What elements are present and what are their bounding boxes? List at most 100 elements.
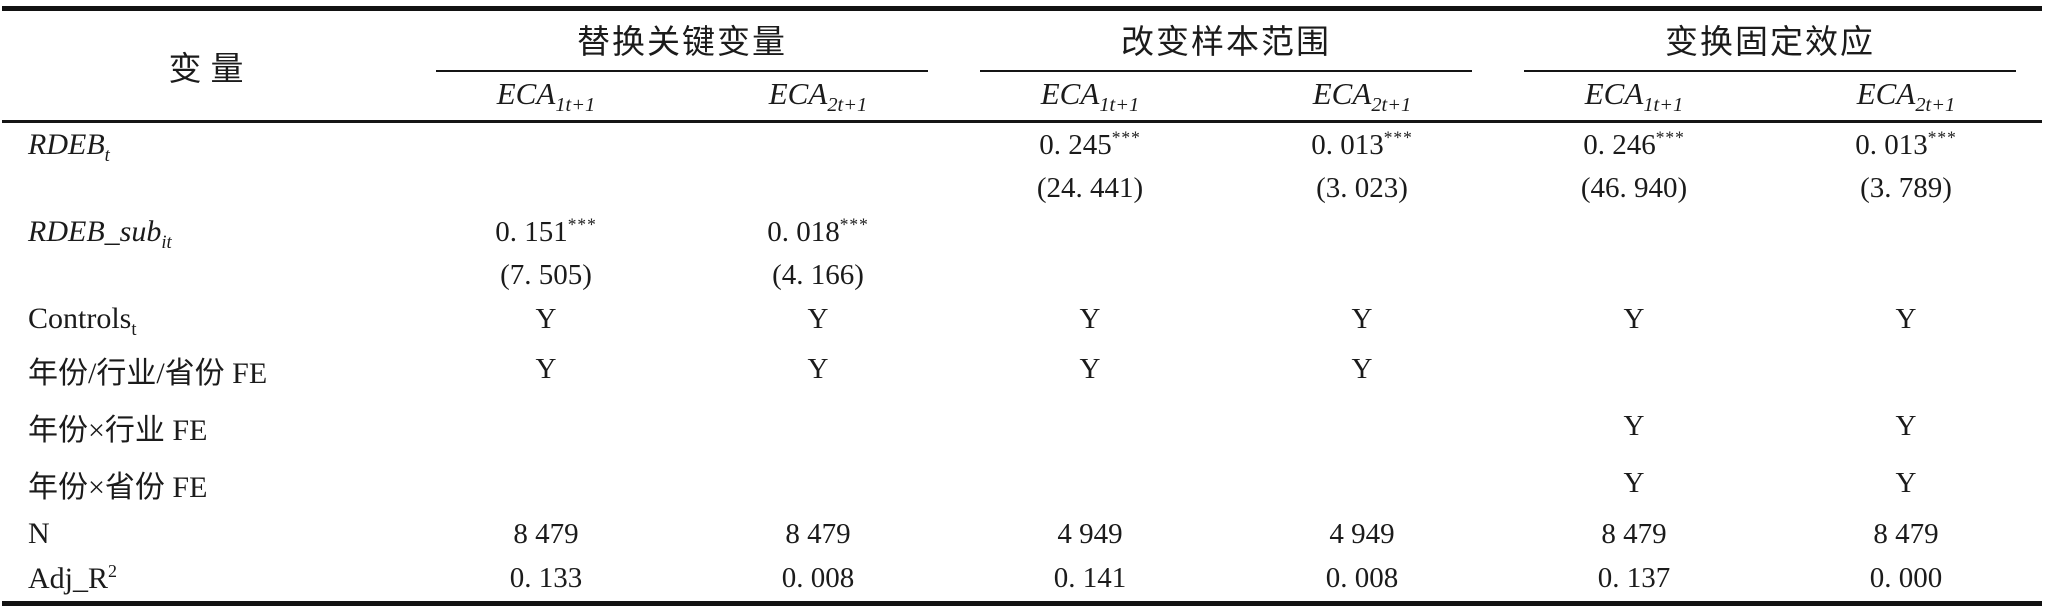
cell-value: Y bbox=[1623, 302, 1645, 335]
cell-value: Y bbox=[1623, 410, 1645, 443]
cell-r3-c1: 0. 151*** bbox=[410, 210, 682, 254]
cell-r3-c2: 0. 018*** bbox=[682, 210, 954, 254]
table-row-8: 年份×省份 FE Y Y bbox=[2, 455, 2042, 512]
cell-r6-c5 bbox=[1498, 341, 1770, 398]
cell-r8-c3 bbox=[954, 455, 1226, 512]
cell-value: 8 479 bbox=[1601, 517, 1667, 550]
cell-r3-c5 bbox=[1498, 210, 1770, 254]
model-column-header-g2-c1: ECA1t+1 bbox=[954, 72, 1226, 123]
cell-value: 8 479 bbox=[513, 517, 579, 550]
cell-value: Y bbox=[807, 353, 829, 386]
cell-r5-c5: Y bbox=[1498, 297, 1770, 341]
cell-r7-c1 bbox=[410, 398, 682, 455]
cell-value: Y bbox=[1351, 353, 1373, 386]
row-label: 年份×行业 FE bbox=[28, 413, 208, 447]
cell-r1-c5: 0. 246*** bbox=[1498, 122, 1770, 168]
row-label: 年份/行业/省份 FE bbox=[28, 356, 268, 390]
cell-r7-c6: Y bbox=[1770, 398, 2042, 455]
row-label: RDEBt bbox=[28, 128, 110, 167]
cell-value: 0. 133 bbox=[509, 562, 583, 595]
model-column-header-g1-c1: ECA1t+1 bbox=[410, 72, 682, 123]
variable-column-header: 变量 bbox=[2, 8, 410, 123]
cell-value: 0. 013*** bbox=[1311, 127, 1413, 161]
cell-r9-c1: 8 479 bbox=[410, 512, 682, 556]
cell-r8-c4 bbox=[1226, 455, 1498, 512]
cell-r2-c5: (46. 940) bbox=[1498, 167, 1770, 210]
table-row-1: RDEBt 0. 245*** 0. 013*** 0. 246*** 0. 013**… bbox=[2, 122, 2042, 168]
cell-r2-c4: (3. 023) bbox=[1226, 167, 1498, 210]
row-label: N bbox=[28, 517, 50, 551]
group-header-1: 替换关键变量 bbox=[410, 9, 954, 72]
table-row-7: 年份×行业 FE Y Y bbox=[2, 398, 2042, 455]
table-row-10: Adj_R2 0. 133 0. 008 0. 141 0. 008 0. 137 0. 0… bbox=[2, 556, 2042, 603]
cell-r5-c1: Y bbox=[410, 297, 682, 341]
cell-r10-c5: 0. 137 bbox=[1498, 556, 1770, 603]
cell-r10-c4: 0. 008 bbox=[1226, 556, 1498, 603]
cell-value: 8 479 bbox=[785, 517, 851, 550]
table-row-9: N 8 479 8 479 4 949 4 949 8 479 8 479 bbox=[2, 512, 2042, 556]
cell-value: 0. 246*** bbox=[1583, 127, 1685, 161]
cell-r6-c6 bbox=[1770, 341, 2042, 398]
cell-r8-c6: Y bbox=[1770, 455, 2042, 512]
row-label: 年份×省份 FE bbox=[28, 470, 208, 504]
model-column-header-g1-c2: ECA2t+1 bbox=[682, 72, 954, 123]
cell-r1-c3: 0. 245*** bbox=[954, 122, 1226, 168]
model-column-header-g3-c1: ECA1t+1 bbox=[1498, 72, 1770, 123]
table-row-3: RDEB_subit 0. 151*** 0. 018*** bbox=[2, 210, 2042, 254]
cell-value: (46. 940) bbox=[1580, 172, 1688, 205]
cell-value: Y bbox=[535, 353, 557, 386]
cell-r6-c2: Y bbox=[682, 341, 954, 398]
group-title: 改变样本范围 bbox=[980, 11, 1472, 72]
cell-r4-c2: (4. 166) bbox=[682, 254, 954, 297]
table-row-4: (7. 505) (4. 166) bbox=[2, 254, 2042, 297]
cell-r6-c3: Y bbox=[954, 341, 1226, 398]
cell-r4-c5 bbox=[1498, 254, 1770, 297]
row-label: Adj_R2 bbox=[28, 560, 119, 595]
header-row-groups: 变量 替换关键变量 改变样本范围 变换固定效应 bbox=[2, 8, 2042, 123]
group-header-2: 改变样本范围 bbox=[954, 9, 1498, 72]
row-label: Controlst bbox=[28, 302, 137, 341]
cell-r10-c2: 0. 008 bbox=[682, 556, 954, 603]
row-label bbox=[2, 167, 410, 210]
cell-value: 0. 008 bbox=[781, 562, 855, 595]
cell-value: Y bbox=[535, 302, 557, 335]
cell-r10-c6: 0. 000 bbox=[1770, 556, 2042, 603]
cell-value: (4. 166) bbox=[772, 259, 864, 292]
cell-value: Y bbox=[1895, 302, 1917, 335]
cell-r9-c2: 8 479 bbox=[682, 512, 954, 556]
cell-r6-c4: Y bbox=[1226, 341, 1498, 398]
cell-value: (3. 023) bbox=[1316, 172, 1408, 205]
cell-r7-c3 bbox=[954, 398, 1226, 455]
cell-value: 8 479 bbox=[1873, 517, 1939, 550]
cell-value: 0. 013*** bbox=[1855, 127, 1957, 161]
cell-value: Y bbox=[1623, 467, 1645, 500]
cell-value: 4 949 bbox=[1057, 517, 1123, 550]
cell-r9-c3: 4 949 bbox=[954, 512, 1226, 556]
cell-r5-c4: Y bbox=[1226, 297, 1498, 341]
cell-r7-c2 bbox=[682, 398, 954, 455]
table-row-6: 年份/行业/省份 FE Y Y Y Y bbox=[2, 341, 2042, 398]
cell-r9-c6: 8 479 bbox=[1770, 512, 2042, 556]
cell-value: 0. 245*** bbox=[1039, 127, 1141, 161]
cell-value: Y bbox=[1895, 410, 1917, 443]
cell-value: 0. 018*** bbox=[767, 214, 869, 248]
cell-value: 0. 141 bbox=[1053, 562, 1127, 595]
group-header-3: 变换固定效应 bbox=[1498, 9, 2042, 72]
cell-value: (24. 441) bbox=[1036, 172, 1144, 205]
cell-r2-c3: (24. 441) bbox=[954, 167, 1226, 210]
cell-value: Y bbox=[1895, 467, 1917, 500]
cell-r9-c5: 8 479 bbox=[1498, 512, 1770, 556]
cell-r10-c3: 0. 141 bbox=[954, 556, 1226, 603]
cell-value: 4 949 bbox=[1329, 517, 1395, 550]
cell-r1-c4: 0. 013*** bbox=[1226, 122, 1498, 168]
cell-r3-c6 bbox=[1770, 210, 2042, 254]
cell-r5-c3: Y bbox=[954, 297, 1226, 341]
row-label bbox=[2, 254, 410, 297]
cell-r7-c5: Y bbox=[1498, 398, 1770, 455]
table-body: RDEBt 0. 245*** 0. 013*** 0. 246*** 0. 013**… bbox=[2, 122, 2042, 604]
cell-value: Y bbox=[807, 302, 829, 335]
cell-value: Y bbox=[1079, 302, 1101, 335]
group-title: 替换关键变量 bbox=[436, 11, 928, 72]
cell-r1-c2 bbox=[682, 122, 954, 168]
